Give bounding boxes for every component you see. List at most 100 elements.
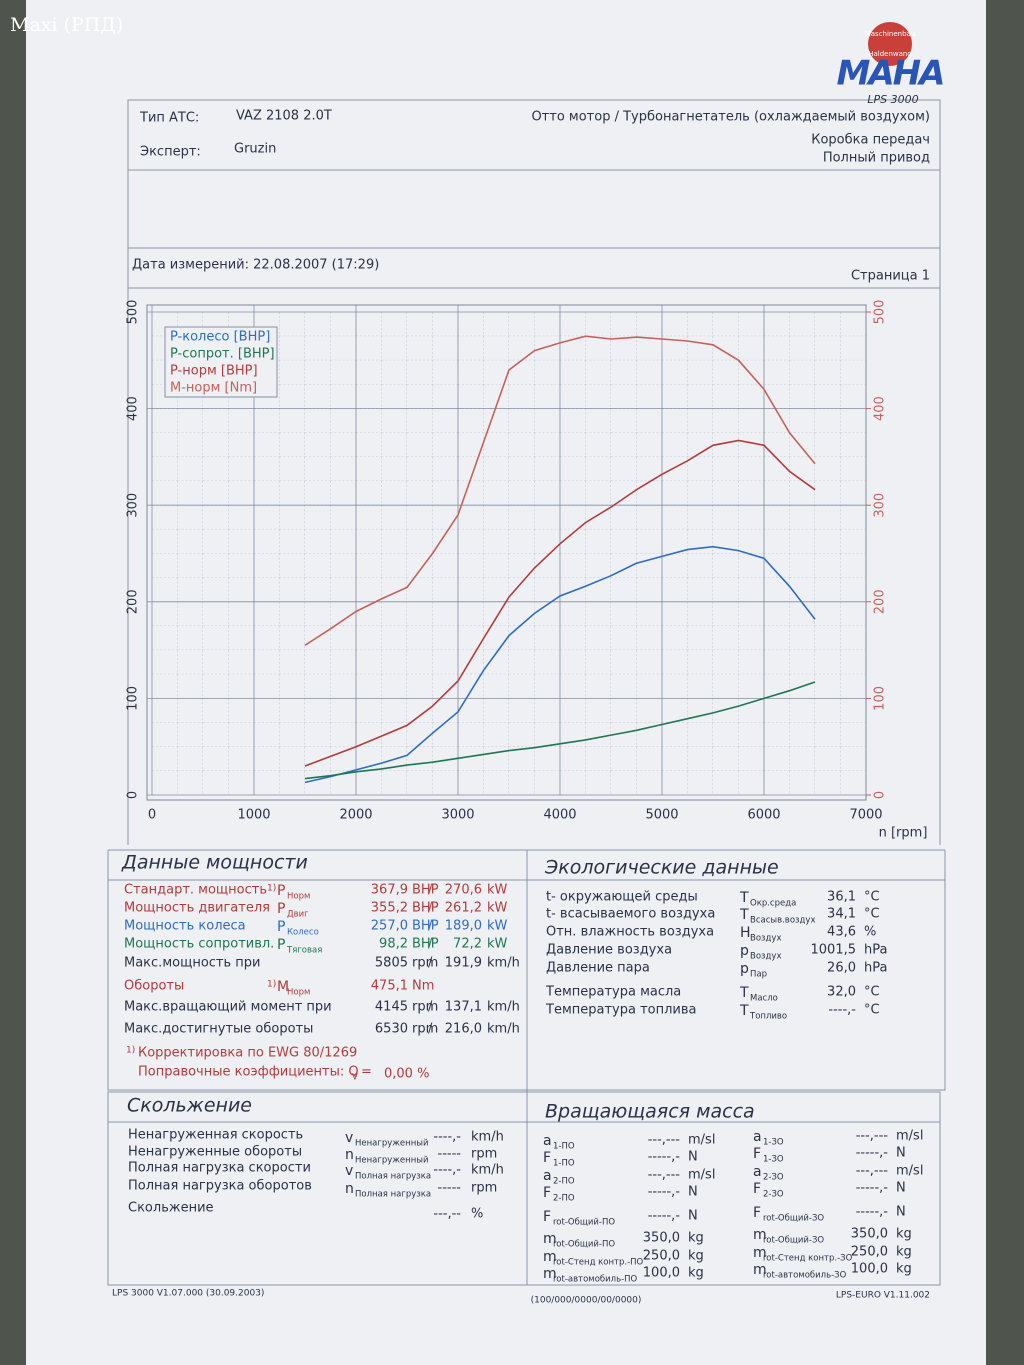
value: Отто мотор / Турбонагнетатель (охлаждаем… <box>531 110 930 125</box>
symbol: P <box>277 937 285 953</box>
value: 475,1 <box>371 979 408 994</box>
y-tick-label: 400 <box>126 396 141 421</box>
value: -----,- <box>856 1181 889 1196</box>
y-tick-label: 300 <box>126 493 141 518</box>
value: ----- <box>438 1181 462 1196</box>
value: ----- <box>438 1147 462 1162</box>
symbol-sub: Воздух <box>750 934 782 944</box>
value: 189,0 <box>445 919 482 934</box>
separator: / <box>428 901 433 916</box>
unit: km/h <box>471 1163 504 1178</box>
separator: / <box>428 1022 433 1037</box>
unit: °C <box>864 1003 880 1018</box>
unit: N <box>688 1150 698 1165</box>
symbol-sub: 1-ЗО <box>763 1138 784 1148</box>
symbol-sub: rot-Стенд контр.-ПО <box>553 1258 644 1268</box>
y-tick-label: 100 <box>126 686 141 711</box>
y2-tick-label: 400 <box>873 396 888 421</box>
footer: (100/000/0000/00/0000) <box>531 1296 642 1306</box>
symbol-sub: 2-ПО <box>553 1194 575 1204</box>
value: Gruzin <box>234 142 276 157</box>
unit: N <box>688 1185 698 1200</box>
unit: % <box>471 1207 483 1222</box>
unit: N <box>896 1205 906 1220</box>
value: 26,0 <box>827 961 856 976</box>
value: -----,- <box>856 1205 889 1220</box>
symbol: T <box>739 907 749 923</box>
data-box <box>107 849 946 1285</box>
section-title: Скольжение <box>127 1095 252 1117</box>
value: 270,6 <box>445 883 482 898</box>
unit: m/sl <box>688 1133 715 1148</box>
unit: N <box>688 1209 698 1224</box>
unit: rpm <box>471 1147 497 1162</box>
footnote: Корректировка по EWG 80/1269 <box>138 1046 357 1061</box>
symbol: T <box>739 985 749 1001</box>
unit: BHP <box>412 937 439 952</box>
unit: kg <box>688 1266 704 1281</box>
value: 355,2 <box>371 901 408 916</box>
value: 100,0 <box>643 1266 680 1281</box>
symbol: a <box>543 1168 552 1184</box>
y2-tick-label: 200 <box>873 589 888 614</box>
symbol-sub: 2-ЗО <box>763 1173 784 1183</box>
coef-eq: = <box>361 1065 372 1080</box>
row-label: t- окружающей среды <box>546 890 698 905</box>
value: ----,- <box>828 1003 856 1018</box>
row-label: Температура масла <box>545 985 681 1000</box>
unit: km/h <box>487 1022 520 1037</box>
unit: rpm <box>412 956 438 971</box>
y2-tick-label: 0 <box>873 791 888 799</box>
symbol-sub: rot-Общий-ЗО <box>763 1214 824 1224</box>
page-number: Страница 1 <box>851 269 930 284</box>
lower-box <box>107 1091 941 1286</box>
value: 367,9 <box>371 883 408 898</box>
value: 43,6 <box>827 925 856 940</box>
date: Дата измерений: 22.08.2007 (17:29) <box>132 258 379 273</box>
row-label: Макс.мощность при <box>124 956 261 971</box>
symbol-sub: Пар <box>750 970 767 980</box>
symbol-sub: rot-автомобиль-ПО <box>553 1275 638 1285</box>
value: 191,9 <box>445 956 482 971</box>
unit: kW <box>487 937 508 952</box>
row-label: Ненагруженные обороты <box>128 1145 302 1160</box>
unit: km/h <box>471 1130 504 1145</box>
unit: kg <box>688 1231 704 1246</box>
footer: LPS-EURO V1.11.002 <box>836 1291 930 1301</box>
coef-label: Поправочные коэффициенты: Q <box>138 1065 359 1080</box>
symbol: p <box>740 943 749 959</box>
value: ---,--- <box>648 1168 681 1183</box>
value: ---,--- <box>648 1133 681 1148</box>
value: 250,0 <box>851 1245 888 1260</box>
symbol-sub: rot-Общий-ЗО <box>763 1236 824 1246</box>
value: 1001,5 <box>811 943 857 958</box>
x-tick-label: 0 <box>148 808 156 823</box>
y2-tick-label: 300 <box>873 493 888 518</box>
chart: 0 1000 2000 3000 4000 5000 6000 700001002003004… <box>126 300 928 841</box>
unit: °C <box>864 890 880 905</box>
x-tick-label: 5000 <box>645 808 678 823</box>
x-tick-label: 3000 <box>441 808 474 823</box>
row-label: Полная нагрузка скорости <box>128 1161 311 1176</box>
unit: °C <box>864 985 880 1000</box>
row-label: Ненагруженная скорость <box>128 1128 303 1143</box>
y-tick-label: 500 <box>126 300 141 325</box>
y2-tick-label: 500 <box>873 300 888 325</box>
unit: m/sl <box>896 1129 923 1144</box>
unit: kg <box>896 1262 912 1277</box>
symbol-sub: Норм <box>287 988 310 998</box>
row-label: Давление воздуха <box>546 943 672 958</box>
value: ----,- <box>433 1130 461 1145</box>
symbol: a <box>753 1164 762 1180</box>
y2-tick-label: 100 <box>873 686 888 711</box>
x-tick-label: 2000 <box>339 808 372 823</box>
unit: m/sl <box>688 1168 715 1183</box>
symbol: m <box>753 1262 767 1278</box>
section-title: Данные мощности <box>121 852 308 874</box>
symbol-sub: rot-Общий-ПО <box>553 1218 615 1228</box>
symbol-sub: rot-Общий-ПО <box>553 1240 615 1250</box>
symbol: a <box>753 1129 762 1145</box>
value: 216,0 <box>445 1022 482 1037</box>
separator: / <box>428 1000 433 1015</box>
row-label: Обороты <box>124 979 184 994</box>
